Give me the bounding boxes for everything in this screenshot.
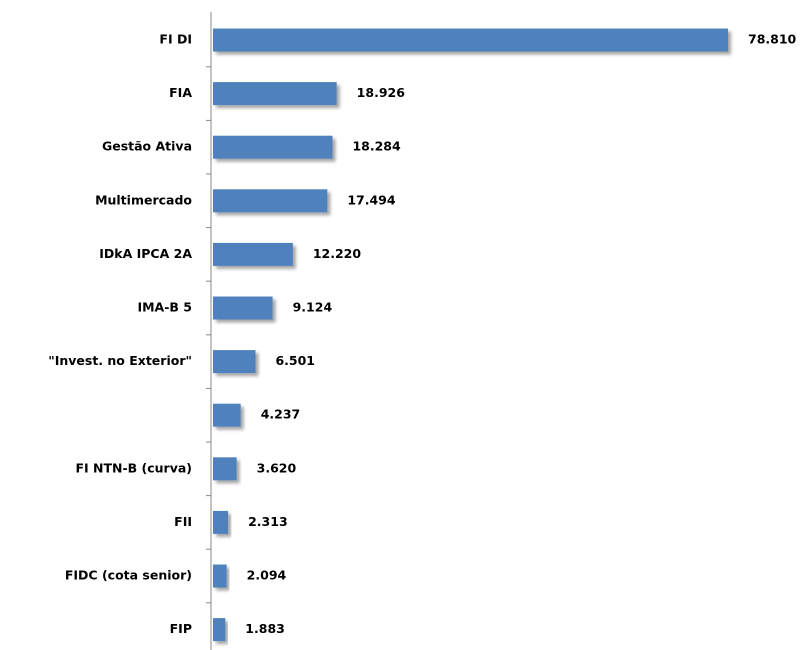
bar (213, 510, 229, 534)
value-label: 9.124 (293, 300, 333, 315)
value-label: 17.494 (347, 192, 396, 207)
value-label: 4.237 (261, 407, 301, 422)
value-label: 2.313 (248, 514, 288, 529)
value-label: 18.926 (357, 85, 406, 100)
bar (213, 296, 273, 320)
category-label: FIA (169, 85, 192, 100)
category-label: "Invest. no Exterior" (48, 353, 192, 368)
bar (213, 403, 241, 427)
category-label: FI DI (159, 32, 192, 47)
bar (213, 135, 333, 159)
category-label: Multimercado (95, 192, 192, 207)
category-label: FII (174, 514, 192, 529)
value-label: 78.810 (748, 32, 797, 47)
bar (213, 457, 237, 481)
bar (213, 350, 256, 374)
bar (213, 82, 337, 106)
bar (213, 564, 227, 588)
category-label: IMA-B 5 (137, 300, 192, 315)
category-label: FI NTN-B (curva) (75, 460, 192, 475)
category-label: FIDC (cota senior) (65, 568, 192, 583)
category-label: Gestão Ativa (102, 139, 192, 154)
value-label: 12.220 (313, 246, 362, 261)
bar (213, 189, 328, 213)
category-label: FIP (170, 621, 192, 636)
bar (213, 618, 226, 642)
bar (213, 242, 293, 266)
value-label: 6.501 (275, 353, 315, 368)
value-label: 1.883 (245, 621, 285, 636)
bar (213, 28, 728, 52)
value-label: 3.620 (257, 460, 297, 475)
value-label: 18.284 (352, 139, 401, 154)
category-label: IDkA IPCA 2A (99, 246, 192, 261)
value-label: 2.094 (247, 568, 287, 583)
